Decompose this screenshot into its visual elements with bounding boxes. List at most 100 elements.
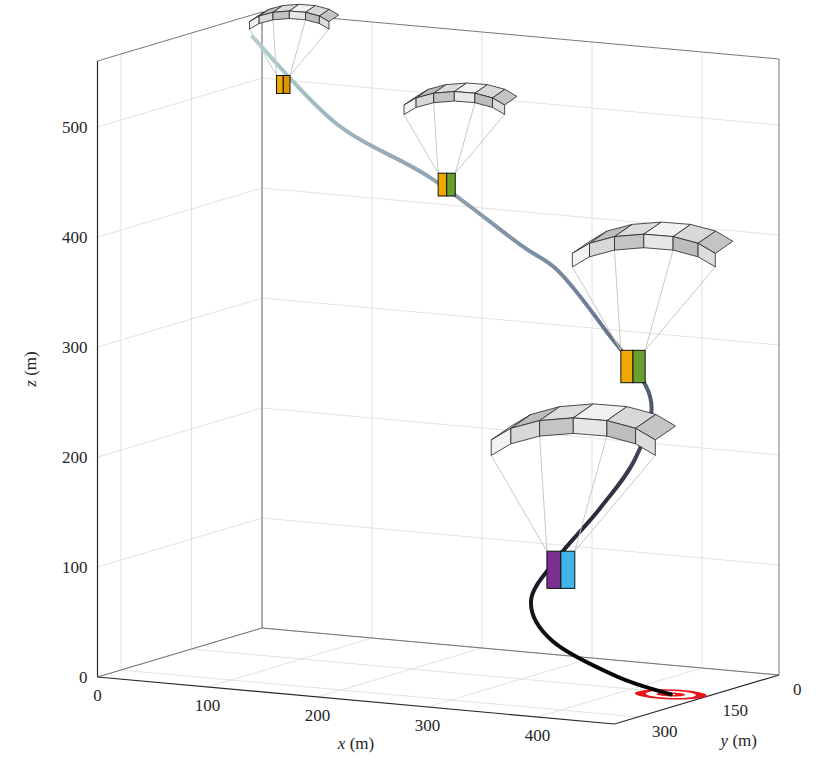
- payload-face: [633, 350, 645, 382]
- axis-line: [98, 12, 263, 61]
- axis-title-unit: (m): [728, 731, 757, 750]
- tick-label: 0: [793, 680, 802, 699]
- axis-title: z (m): [21, 351, 40, 387]
- suspension-line: [290, 29, 329, 75]
- payload-face: [447, 173, 456, 196]
- payload-face: [561, 551, 575, 588]
- canopy-panel: [572, 243, 589, 267]
- tick-label: 200: [62, 448, 88, 467]
- axis-title-var: y: [719, 731, 729, 750]
- canopy-panel: [540, 418, 574, 436]
- chart: 010020030040001503000100200300400500x (m…: [0, 0, 816, 761]
- canopy-panel: [615, 234, 644, 250]
- trajectory: [253, 37, 671, 695]
- tick-label: 500: [62, 118, 88, 137]
- canopy-panel: [644, 234, 673, 250]
- axis-title: x (m): [337, 734, 374, 753]
- tick-label: 400: [525, 726, 551, 745]
- canopy-panel: [306, 12, 320, 23]
- axis-title-unit: (m): [21, 351, 40, 380]
- grid-line: [121, 54, 122, 670]
- grid-line: [262, 628, 779, 675]
- grid-line: [262, 78, 779, 125]
- payload-face: [283, 76, 290, 94]
- suspension-line: [645, 267, 715, 350]
- tick-label: 0: [79, 668, 88, 687]
- tick-label: 300: [62, 338, 88, 357]
- payload-face: [621, 350, 633, 382]
- grid-line: [98, 408, 263, 457]
- suspension-line: [575, 455, 656, 551]
- axis-line: [262, 12, 779, 59]
- grid-line: [98, 298, 263, 347]
- suspension-line: [250, 29, 277, 75]
- canopy-panel: [493, 98, 505, 115]
- grid-line: [702, 52, 703, 668]
- axis-line: [262, 12, 263, 628]
- axis-line: [97, 61, 98, 677]
- suspension-line: [615, 250, 621, 350]
- payload-face: [277, 76, 284, 94]
- canopy-panel: [250, 16, 260, 29]
- canopy-panel: [454, 92, 475, 103]
- tick-label: 400: [62, 228, 88, 247]
- canopy-panel: [590, 237, 615, 257]
- canopy-panel: [319, 16, 329, 29]
- grid-line: [262, 518, 779, 565]
- axis-line: [98, 677, 615, 724]
- canopy-panel: [434, 92, 455, 103]
- axis-line: [98, 628, 263, 677]
- payload: [404, 83, 517, 196]
- grid-line: [192, 649, 709, 696]
- payload-face: [438, 173, 447, 196]
- tick-label: 200: [305, 706, 331, 725]
- suspension-line: [645, 250, 673, 350]
- grid-line: [262, 628, 779, 675]
- plot-area: [253, 37, 707, 700]
- tick-label: 300: [652, 722, 678, 741]
- canopy-panel: [475, 93, 493, 107]
- canopy-panel: [404, 98, 416, 115]
- suspension-line: [455, 103, 475, 174]
- suspension-line: [404, 114, 438, 173]
- axis-line: [262, 628, 779, 675]
- tick-label: 100: [195, 696, 221, 715]
- canopy-panel: [289, 11, 305, 20]
- canopy-panel: [673, 237, 698, 257]
- suspension-line: [434, 103, 438, 174]
- canopy-panel: [698, 243, 715, 267]
- axes-box: [98, 12, 780, 724]
- grid-line: [121, 670, 638, 717]
- payload: [572, 222, 733, 383]
- payload-face: [547, 551, 561, 588]
- grid-line: [592, 42, 593, 658]
- suspension-line: [575, 436, 607, 551]
- canopy-panel: [273, 11, 289, 20]
- axis-line: [615, 675, 780, 724]
- canopy-panel: [416, 93, 434, 107]
- tick-label: 100: [62, 558, 88, 577]
- canopy-panel: [511, 421, 540, 444]
- canopy-panel: [491, 428, 511, 455]
- suspension-line: [572, 267, 621, 350]
- grid: [98, 12, 780, 717]
- payload: [250, 4, 339, 93]
- payload: [491, 404, 675, 589]
- grid-line: [191, 33, 192, 649]
- suspension-line: [491, 455, 547, 551]
- suspension-line: [273, 20, 277, 76]
- suspension-line: [290, 20, 306, 76]
- grid-line: [482, 32, 483, 648]
- axis-title: y (m): [719, 731, 757, 750]
- grid-line: [262, 408, 779, 455]
- grid-line: [262, 12, 263, 628]
- tick-label: 0: [93, 686, 102, 705]
- canopy-panel: [607, 421, 636, 444]
- grid-line: [98, 188, 263, 237]
- axis-line: [779, 59, 780, 675]
- canopy-panel: [636, 428, 656, 455]
- tick-label: 150: [723, 701, 749, 720]
- grid-line: [98, 628, 263, 677]
- grid-line: [262, 12, 263, 628]
- canopy-panel: [259, 12, 273, 23]
